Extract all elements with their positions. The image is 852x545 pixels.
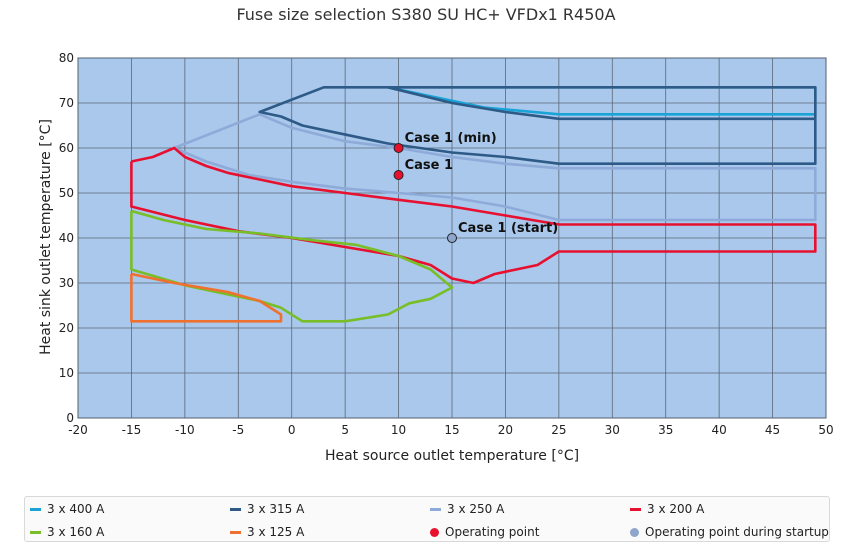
legend-swatch-200a (630, 507, 641, 511)
operating-point-label: Case 1 (start) (458, 221, 558, 236)
legend-label-operating-point: Operating point (445, 525, 540, 539)
legend-label-startup-point: Operating point during startup (645, 525, 829, 539)
legend-label-315a: 3 x 315 A (247, 502, 305, 516)
x-tick-label: 35 (658, 423, 673, 437)
legend-item-160a[interactable]: 3 x 160 A (30, 525, 104, 539)
series-line-3-x-125-a (130, 272, 283, 323)
x-axis-label: Heat source outlet temperature [°C] (325, 448, 579, 464)
chart-title: Fuse size selection S380 SU HC+ VFDx1 R4… (236, 5, 615, 24)
x-tick-label: -15 (122, 423, 142, 437)
x-tick-label: 5 (341, 423, 349, 437)
legend-swatch-125a (230, 530, 241, 534)
x-tick-label: 30 (605, 423, 620, 437)
legend-item-400a[interactable]: 3 x 400 A (30, 502, 104, 516)
x-tick-label: 25 (551, 423, 566, 437)
series-line-3-x-315-a (258, 86, 817, 165)
x-tick-label: -10 (175, 423, 195, 437)
legend-swatch-250a (430, 507, 441, 511)
x-tick-label: 0 (288, 423, 296, 437)
legend-label-160a: 3 x 160 A (47, 525, 105, 539)
x-tick-label: 40 (712, 423, 727, 437)
x-tick-label: 15 (444, 423, 459, 437)
y-axis-label: Heat sink outlet temperature [°C] (38, 119, 54, 355)
operating-point-marker[interactable] (447, 233, 457, 243)
x-tick-label: 50 (818, 423, 833, 437)
x-tick-label: -5 (232, 423, 244, 437)
legend-item-operating-point[interactable]: Operating point (430, 525, 539, 539)
x-tick-label: -20 (68, 423, 88, 437)
y-tick-label: 50 (59, 186, 74, 200)
x-tick-label: 20 (498, 423, 513, 437)
legend-swatch-160a (30, 530, 41, 534)
operating-point-label: Case 1 (min) (405, 131, 497, 146)
operating-point-label: Case 1 (405, 158, 453, 173)
x-tick-label: 10 (391, 423, 406, 437)
operating-point-marker[interactable] (393, 170, 404, 180)
legend-item-startup-point[interactable]: Operating point during startup (630, 525, 829, 539)
x-tick-label: 45 (765, 423, 780, 437)
legend-label-200a: 3 x 200 A (647, 502, 705, 516)
legend-swatch-315a (230, 507, 241, 511)
legend-item-200a[interactable]: 3 x 200 A (630, 502, 704, 516)
legend-item-125a[interactable]: 3 x 125 A (230, 525, 304, 539)
y-tick-label: 10 (59, 366, 74, 380)
y-tick-label: 60 (59, 141, 74, 155)
y-tick-label: 80 (59, 51, 74, 65)
y-tick-label: 20 (59, 321, 74, 335)
legend-label-250a: 3 x 250 A (447, 502, 505, 516)
y-tick-label: 0 (66, 411, 74, 425)
legend-item-315a[interactable]: 3 x 315 A (230, 502, 304, 516)
legend-label-125a: 3 x 125 A (247, 525, 305, 539)
legend-dot-operating-point (430, 527, 439, 537)
series-line-3-x-160-a (130, 209, 454, 323)
legend-swatch-400a (30, 507, 41, 511)
y-tick-label: 70 (59, 96, 74, 110)
operating-point-marker[interactable] (393, 143, 404, 153)
series-line-3-x-200-a (130, 146, 817, 285)
legend-label-400a: 3 x 400 A (47, 502, 105, 516)
y-tick-label: 30 (59, 276, 74, 290)
chart-legend: 3 x 400 A 3 x 315 A 3 x 250 A 3 x 200 A … (24, 496, 830, 542)
legend-item-250a[interactable]: 3 x 250 A (430, 502, 504, 516)
legend-dot-startup-point (630, 527, 639, 537)
y-tick-label: 40 (59, 231, 74, 245)
